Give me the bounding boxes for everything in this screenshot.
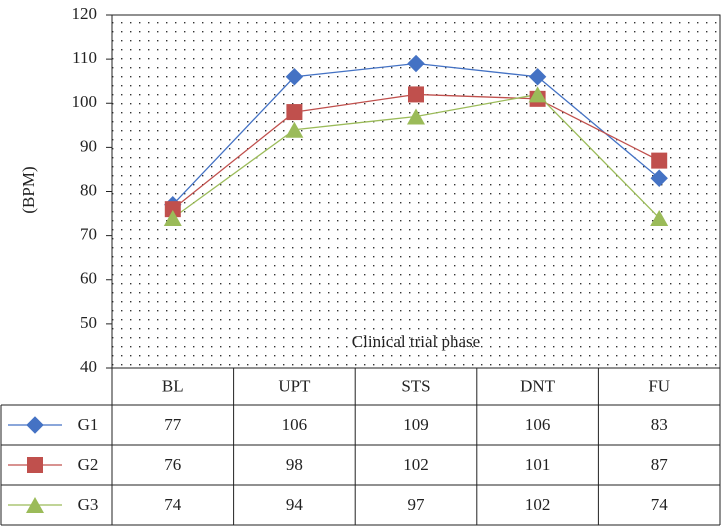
y-tick-label: 120 — [72, 4, 98, 23]
y-tick-label: 50 — [80, 313, 97, 332]
marker — [163, 209, 182, 226]
marker — [26, 497, 44, 513]
x-tick-label: FU — [648, 376, 670, 395]
y-tick-label: 60 — [80, 269, 97, 288]
marker — [27, 457, 43, 473]
y-tick-label: 40 — [80, 357, 97, 376]
marker — [26, 416, 44, 434]
x-tick-label: UPT — [278, 376, 311, 395]
legend-label: G2 — [78, 455, 99, 474]
y-tick-label: 90 — [80, 136, 97, 155]
table-value: 83 — [651, 415, 668, 434]
marker — [164, 201, 181, 218]
marker — [651, 152, 668, 169]
marker — [285, 121, 304, 138]
y-tick-label: 100 — [72, 92, 98, 111]
marker — [650, 209, 669, 226]
plot-grid — [112, 15, 720, 368]
table-value: 102 — [525, 495, 551, 514]
table-value: 87 — [651, 455, 669, 474]
marker — [285, 68, 304, 86]
y-axis-title: (BPM) — [19, 166, 38, 213]
x-axis-title: Clinical trial phase — [352, 332, 480, 351]
marker — [407, 108, 425, 125]
y-tick-label: 80 — [80, 180, 97, 199]
marker — [408, 86, 424, 103]
marker — [286, 104, 303, 121]
legend-label: G1 — [78, 415, 99, 434]
x-tick-label: BL — [162, 376, 184, 395]
table-value: 102 — [403, 455, 429, 474]
table-value: 106 — [282, 415, 308, 434]
legend-label: G3 — [78, 495, 99, 514]
marker — [528, 68, 547, 86]
table-value: 77 — [164, 415, 182, 434]
table-value: 94 — [286, 495, 304, 514]
table-value: 74 — [651, 495, 669, 514]
y-tick-label: 110 — [72, 48, 97, 67]
y-tick-label: 70 — [80, 225, 97, 244]
marker — [650, 169, 668, 187]
x-tick-label: STS — [401, 376, 430, 395]
table-value: 98 — [286, 455, 303, 474]
table-value: 97 — [408, 495, 426, 514]
x-tick-label: DNT — [520, 376, 556, 395]
marker — [528, 86, 547, 103]
marker — [407, 54, 425, 73]
table-value: 101 — [525, 455, 551, 474]
table-value: 109 — [403, 415, 429, 434]
table-value: 74 — [164, 495, 182, 514]
table-value: 106 — [525, 415, 551, 434]
table-value: 76 — [164, 455, 181, 474]
